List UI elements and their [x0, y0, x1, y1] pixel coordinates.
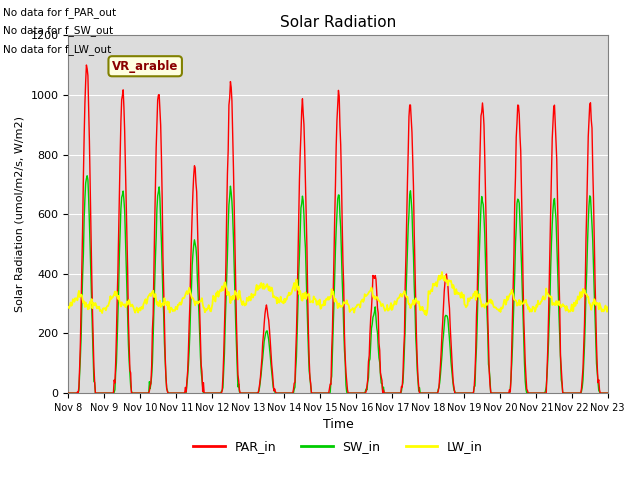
- Text: VR_arable: VR_arable: [112, 60, 179, 73]
- Text: No data for f_SW_out: No data for f_SW_out: [3, 25, 113, 36]
- SW_in: [604, 390, 612, 396]
- Title: Solar Radiation: Solar Radiation: [280, 15, 396, 30]
- Text: No data for f_LW_out: No data for f_LW_out: [3, 44, 111, 55]
- Line: PAR_in: PAR_in: [68, 65, 608, 393]
- LW_in: [130, 305, 138, 311]
- Y-axis label: Solar Radiation (umol/m2/s, W/m2): Solar Radiation (umol/m2/s, W/m2): [15, 116, 25, 312]
- PAR_in: [214, 390, 221, 396]
- Line: SW_in: SW_in: [68, 176, 608, 393]
- SW_in: [420, 390, 428, 396]
- SW_in: [65, 390, 72, 396]
- LW_in: [604, 304, 612, 310]
- PAR_in: [420, 390, 428, 396]
- PAR_in: [131, 390, 138, 396]
- PAR_in: [604, 390, 612, 396]
- LW_in: [74, 292, 82, 298]
- PAR_in: [404, 149, 412, 155]
- SW_in: [214, 390, 221, 396]
- LW_in: [65, 304, 72, 310]
- PAR_in: [65, 390, 72, 396]
- LW_in: [184, 290, 192, 296]
- PAR_in: [186, 322, 193, 327]
- PAR_in: [74, 390, 82, 396]
- SW_in: [74, 390, 82, 396]
- SW_in: [186, 348, 193, 353]
- SW_in: [404, 223, 412, 229]
- Text: No data for f_PAR_out: No data for f_PAR_out: [3, 7, 116, 18]
- Legend: PAR_in, SW_in, LW_in: PAR_in, SW_in, LW_in: [188, 435, 488, 458]
- LW_in: [213, 293, 221, 299]
- LW_in: [419, 308, 427, 313]
- SW_in: [131, 390, 138, 396]
- LW_in: [438, 269, 446, 275]
- LW_in: [422, 312, 430, 318]
- Line: LW_in: LW_in: [68, 272, 608, 315]
- SW_in: [83, 173, 91, 179]
- X-axis label: Time: Time: [323, 419, 353, 432]
- PAR_in: [83, 62, 90, 68]
- LW_in: [404, 294, 412, 300]
